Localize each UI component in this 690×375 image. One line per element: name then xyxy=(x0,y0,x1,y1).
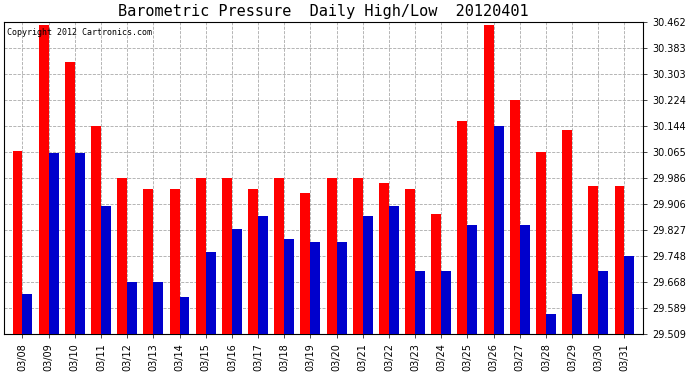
Bar xyxy=(101,206,111,334)
Bar xyxy=(457,121,467,334)
Bar xyxy=(536,152,546,334)
Bar xyxy=(49,153,59,334)
Bar xyxy=(144,189,153,334)
Bar xyxy=(222,178,232,334)
Bar xyxy=(127,282,137,334)
Bar xyxy=(353,178,363,334)
Bar xyxy=(572,294,582,334)
Bar xyxy=(275,178,284,334)
Bar xyxy=(12,151,23,334)
Bar xyxy=(91,126,101,334)
Bar xyxy=(389,206,399,334)
Bar xyxy=(598,271,609,334)
Bar xyxy=(562,130,572,334)
Bar xyxy=(589,186,598,334)
Bar xyxy=(510,100,520,334)
Bar xyxy=(153,282,164,334)
Bar xyxy=(179,297,190,334)
Bar xyxy=(310,242,320,334)
Bar xyxy=(258,216,268,334)
Bar xyxy=(232,229,241,334)
Bar xyxy=(326,178,337,334)
Bar xyxy=(520,225,530,334)
Bar xyxy=(467,225,477,334)
Bar xyxy=(379,183,389,334)
Bar xyxy=(284,238,294,334)
Title: Barometric Pressure  Daily High/Low  20120401: Barometric Pressure Daily High/Low 20120… xyxy=(118,4,529,19)
Bar xyxy=(248,189,258,334)
Bar xyxy=(39,25,49,334)
Bar xyxy=(415,271,425,334)
Bar xyxy=(546,314,556,334)
Bar xyxy=(117,178,127,334)
Bar xyxy=(206,252,216,334)
Bar xyxy=(431,214,442,334)
Bar xyxy=(484,25,493,334)
Bar xyxy=(337,242,346,334)
Bar xyxy=(405,189,415,334)
Bar xyxy=(65,62,75,334)
Bar xyxy=(75,153,85,334)
Bar xyxy=(170,189,179,334)
Bar xyxy=(363,216,373,334)
Bar xyxy=(300,193,310,334)
Text: Copyright 2012 Cartronics.com: Copyright 2012 Cartronics.com xyxy=(8,28,152,37)
Bar xyxy=(615,186,624,334)
Bar xyxy=(624,255,634,334)
Bar xyxy=(196,178,206,334)
Bar xyxy=(493,126,504,334)
Bar xyxy=(23,294,32,334)
Bar xyxy=(442,271,451,334)
